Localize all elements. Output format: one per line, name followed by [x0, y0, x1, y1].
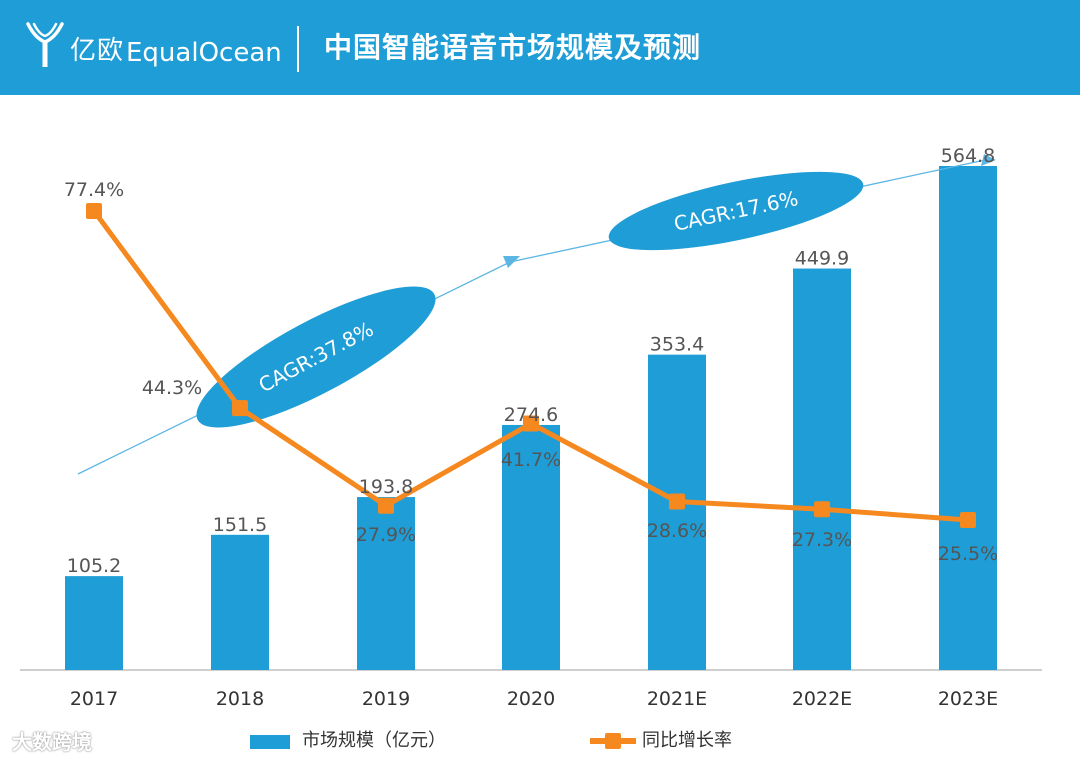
cagr-arrowhead-mid [503, 256, 520, 268]
bar-2019 [357, 497, 415, 670]
bar-value-label-2018: 151.5 [213, 514, 267, 536]
legend-label-growth-rate: 同比增长率 [642, 730, 732, 751]
watermark: 大数跨境 [12, 730, 92, 754]
x-tick-label-2022E: 2022E [792, 688, 852, 710]
x-tick-label-2017: 2017 [70, 688, 118, 710]
cagr-arrowhead-end [981, 154, 996, 166]
growth-rate-label-2019: 27.9% [356, 524, 416, 546]
logo-text-cn: 亿欧 [70, 36, 125, 66]
x-tick-label-2019: 2019 [362, 688, 410, 710]
growth-rate-marker-2020 [523, 415, 539, 432]
legend-label-market-size: 市场规模（亿元） [302, 730, 446, 751]
growth-rate-label-2022E: 27.3% [792, 529, 852, 551]
bar-value-label-2023E: 564.8 [941, 145, 995, 167]
x-tick-label-2023E: 2023E [938, 688, 998, 710]
bar-2023E [939, 166, 997, 670]
bar-2018 [211, 534, 269, 670]
logo-text-en: EqualOcean [126, 38, 282, 68]
equalocean-logo-icon [26, 22, 64, 67]
page-title: 中国智能语音市场规模及预测 [324, 31, 702, 64]
legend-item-market-size: 市场规模（亿元） [250, 726, 470, 756]
growth-rate-label-2018: 44.3% [142, 377, 202, 399]
header-divider [297, 26, 299, 72]
bar-value-label-2019: 193.8 [359, 476, 413, 498]
bar-value-label-2022E: 449.9 [795, 248, 849, 270]
bar-value-label-2020: 274.6 [504, 404, 558, 426]
growth-rate-label-2020: 41.7% [501, 449, 561, 471]
growth-rate-marker-2017 [86, 203, 102, 219]
bar-2020 [502, 424, 560, 670]
legend-line-marker [605, 733, 621, 749]
bar-2017 [65, 576, 123, 670]
growth-rate-label-2017: 77.4% [64, 179, 124, 201]
growth-rate-marker-2018 [232, 400, 248, 417]
bar-value-label-2021E: 353.4 [650, 334, 704, 356]
growth-rate-marker-2022E [814, 501, 830, 518]
header-bar: 亿欧 EqualOcean 中国智能语音市场规模及预测 [0, 0, 1080, 95]
bar-value-label-2017: 105.2 [67, 555, 121, 577]
legend-bar-swatch [250, 735, 290, 749]
legend-item-growth-rate: 同比增长率 [590, 726, 790, 756]
growth-rate-marker-2023E [960, 512, 976, 528]
cagr-ellipse-1 [196, 286, 436, 428]
cagr-ellipse-2 [608, 171, 864, 251]
x-tick-label-2021E: 2021E [647, 688, 707, 710]
growth-rate-label-2023E: 25.5% [938, 543, 998, 565]
growth-rate-label-2021E: 28.6% [647, 520, 707, 542]
x-tick-label-2018: 2018 [216, 688, 264, 710]
chart: CAGR:37.8%CAGR:17.6%105.2151.5193.8274.6… [20, 145, 1042, 710]
bar-2021E [648, 354, 706, 670]
bar-2022E [793, 268, 851, 670]
x-tick-label-2020: 2020 [507, 688, 555, 710]
growth-rate-marker-2019 [378, 497, 394, 514]
growth-rate-marker-2021E [669, 493, 685, 510]
